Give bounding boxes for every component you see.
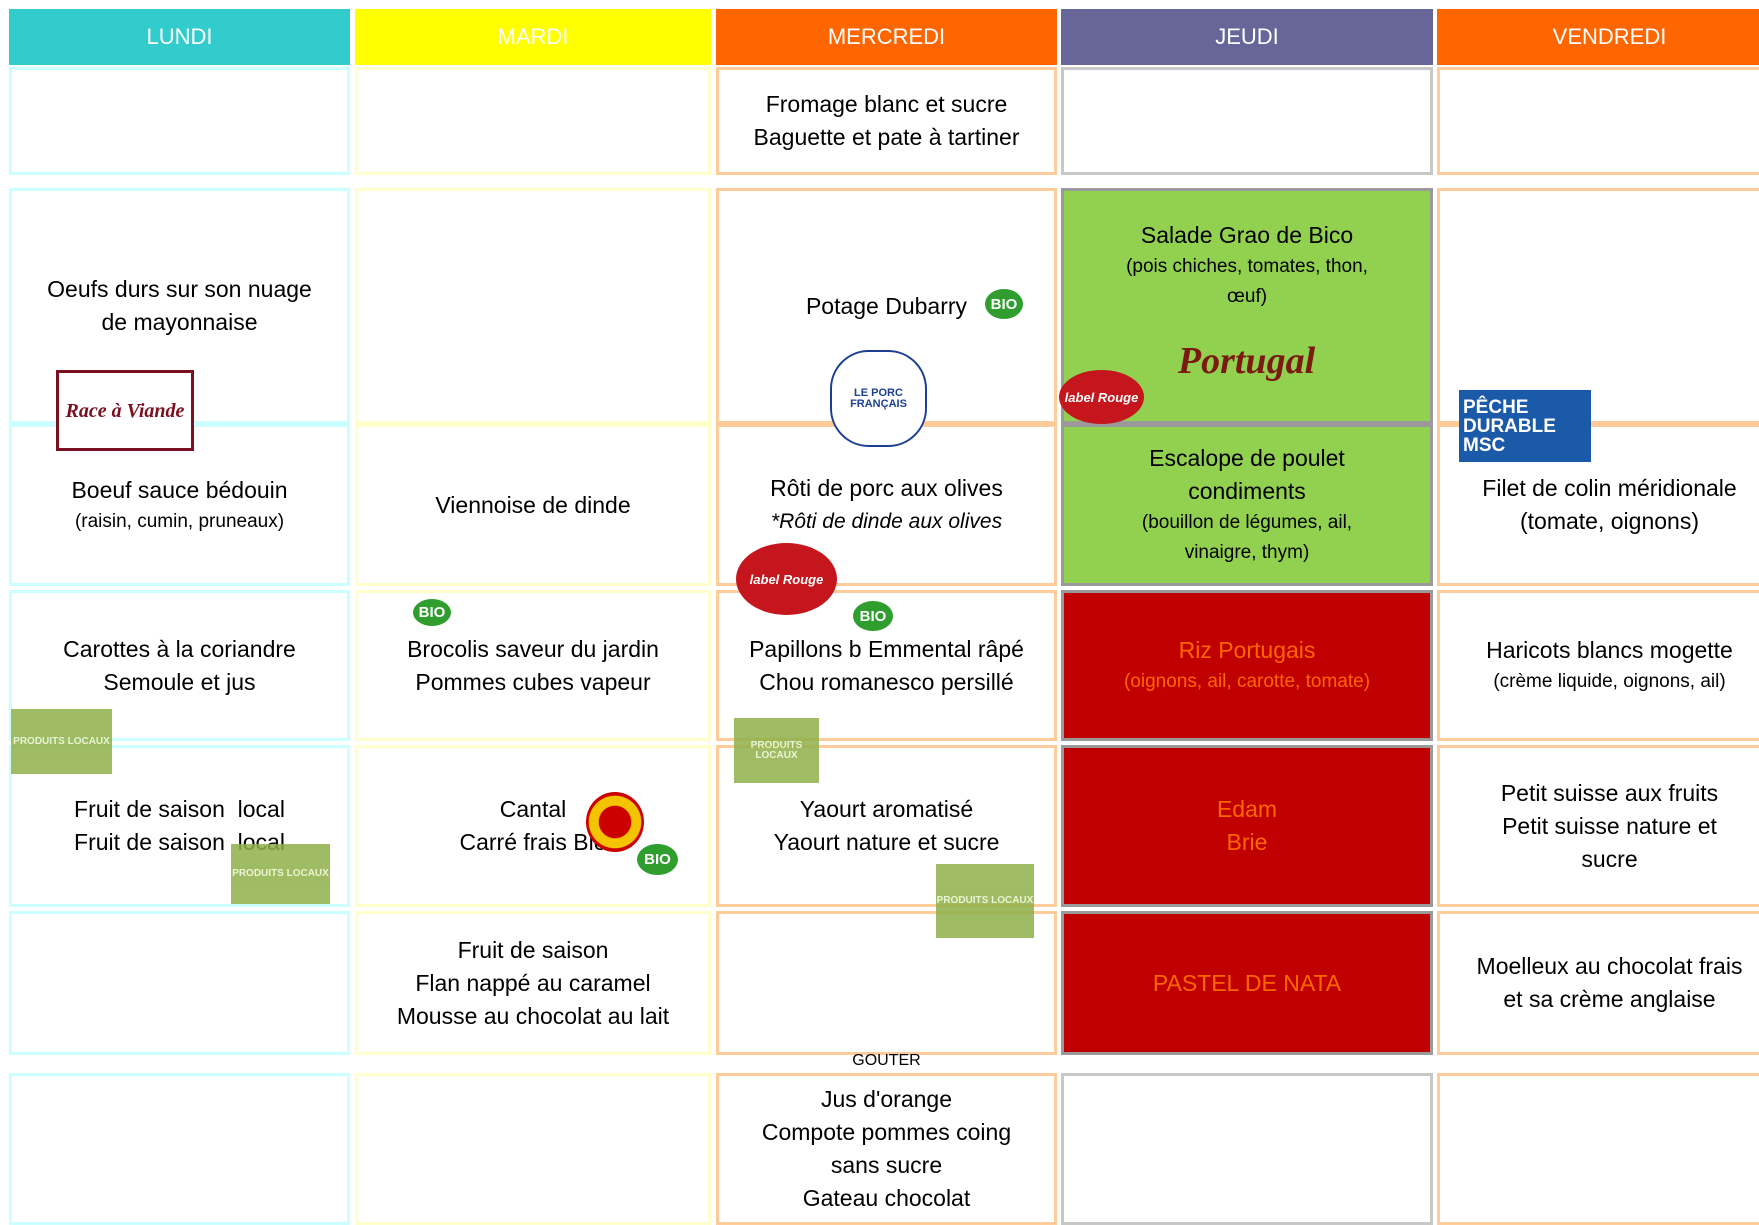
- menu-cell: Cantal Carré frais Bio: [355, 745, 711, 907]
- logo: LE PORC FRANÇAIS: [830, 350, 927, 447]
- menu-line: Filet de colin méridionale: [1482, 475, 1737, 501]
- menu-line: PASTEL DE NATA: [1152, 969, 1342, 996]
- menu-line: Semoule et jus: [103, 668, 256, 695]
- menu-cell: [9, 1073, 350, 1225]
- menu-line: Boeuf sauce bédouin: [71, 476, 288, 503]
- menu-cell: Brocolis saveur du jardin Pommes cubes va…: [355, 590, 711, 741]
- menu-detail: (raisin, cumin, pruneaux): [74, 510, 285, 532]
- menu-line: Fruit de saison local: [74, 829, 285, 855]
- menu-line: sucre: [1581, 845, 1638, 872]
- menu-cell: Moelleux au chocolat frais et sa crème an…: [1437, 911, 1759, 1055]
- menu-line: Brocolis saveur du jardin: [407, 635, 659, 662]
- menu-cell: Fromage blanc et sucre Baguette et pate à…: [716, 67, 1057, 175]
- menu-line: Papillons b Emmental râpé: [749, 635, 1024, 662]
- menu-line: Pommes cubes vapeur: [415, 668, 651, 695]
- menu-line: Fromage blanc et sucre: [765, 91, 1008, 117]
- logo: BIO: [413, 599, 451, 626]
- menu-line: Compote pommes coing: [761, 1119, 1012, 1145]
- menu-detail: *Rôti de dinde aux olives: [770, 510, 1003, 533]
- menu-cell: [1437, 67, 1759, 175]
- logo: PÊCHE DURABLE MSC: [1459, 390, 1591, 462]
- menu-detail: œuf): [1226, 286, 1268, 307]
- menu-line: Rôti de porc aux olives: [770, 475, 1003, 501]
- snack-label: GOUTER: [852, 1052, 921, 1069]
- logo: BIO: [637, 844, 678, 875]
- menu-cell: [9, 911, 350, 1055]
- menu-cell: Edam Brie: [1061, 745, 1433, 907]
- menu-detail: (pois chiches, tomates, thon,: [1126, 256, 1368, 277]
- menu-cell: [1061, 67, 1433, 175]
- logo: PRODUITS LOCAUX: [231, 844, 330, 904]
- menu-line: Potage Dubarry: [805, 292, 968, 319]
- logo: Portugal: [1177, 339, 1316, 382]
- menu-cell: Boeuf sauce bédouin (raisin, cumin, prune…: [9, 424, 350, 586]
- menu-line: Petit suisse nature et: [1502, 812, 1717, 839]
- logo: Race à Viande: [56, 370, 194, 451]
- menu-line: Haricots blancs mogette: [1486, 637, 1733, 663]
- menu-line: Cantal: [499, 796, 567, 822]
- menu-cell: Riz Portugais (oignons, ail, carotte, tom…: [1061, 590, 1433, 741]
- day-header: JEUDI: [1061, 9, 1433, 65]
- menu-cell: [355, 67, 711, 175]
- menu-cell: Jus d'orange Compote pommes coing sans suc…: [716, 1073, 1057, 1225]
- menu-line: Yaourt nature et sucre: [773, 829, 1000, 855]
- menu-detail: (bouillon de légumes, ail,: [1141, 512, 1353, 533]
- menu-detail: (crème liquide, oignons, ail): [1493, 671, 1726, 692]
- menu-line: et sa crème anglaise: [1503, 986, 1716, 1012]
- menu-detail: vinaigre, thym): [1184, 542, 1310, 563]
- menu-line: Petit suisse aux fruits: [1500, 779, 1719, 806]
- menu-line: Escalope de poulet: [1149, 445, 1345, 471]
- menu-line: Carottes à la coriandre: [63, 635, 296, 662]
- menu-line: de mayonnaise: [101, 309, 258, 335]
- menu-line: Chou romanesco persillé: [759, 668, 1014, 695]
- menu-line: Carré frais Bio: [459, 829, 607, 855]
- menu-line: Salade Grao de Bico: [1140, 222, 1354, 248]
- menu-line: Yaourt aromatisé: [799, 796, 974, 822]
- menu-line: Edam: [1216, 796, 1278, 822]
- menu-cell: Escalope de poulet condiments (bouillon de…: [1061, 424, 1433, 586]
- menu-line: Oeufs durs sur son nuage: [47, 276, 312, 302]
- day-header: MARDI: [355, 9, 711, 65]
- menu-line: Brie: [1226, 829, 1268, 855]
- logo: PRODUITS LOCAUX: [936, 864, 1034, 938]
- menu-line: Moelleux au chocolat frais: [1476, 953, 1743, 979]
- menu-line: Riz Portugais: [1178, 637, 1316, 663]
- menu-line: Gateau chocolat: [802, 1185, 971, 1211]
- aop-seal: [586, 792, 644, 852]
- menu-detail: (oignons, ail, carotte, tomate): [1123, 671, 1371, 692]
- logo: label Rouge: [1059, 370, 1144, 424]
- menu-cell: PASTEL DE NATA: [1061, 911, 1433, 1055]
- menu-line: condiments: [1188, 478, 1306, 504]
- menu-line: Fruit de saison local: [74, 796, 285, 822]
- menu-line: Jus d'orange: [821, 1086, 952, 1112]
- logo: label Rouge: [736, 543, 837, 615]
- menu-cell: Petit suisse aux fruits Petit suisse natu…: [1437, 745, 1759, 907]
- menu-line: Fruit de saison: [457, 936, 609, 963]
- logo: PRODUITS LOCAUX: [11, 709, 112, 774]
- menu-line: sans sucre: [830, 1152, 943, 1178]
- menu-cell: [355, 188, 711, 424]
- menu-line: Flan nappé au caramel: [415, 969, 651, 996]
- menu-cell: Fruit de saison Flan nappé au caramel Mous…: [355, 911, 711, 1055]
- menu-line: Mousse au chocolat au lait: [396, 1002, 670, 1029]
- menu-cell: [1061, 1073, 1433, 1225]
- day-header: LUNDI: [9, 9, 350, 65]
- menu-line: Viennoise de dinde: [435, 491, 631, 518]
- logo: BIO: [853, 601, 893, 631]
- logo: PRODUITS LOCAUX: [734, 718, 819, 783]
- menu-cell: [355, 1073, 711, 1225]
- menu-cell: Haricots blancs mogette (crème liquide, o…: [1437, 590, 1759, 741]
- logo: BIO: [985, 289, 1023, 319]
- day-header: VENDREDI: [1437, 9, 1759, 65]
- menu-cell: [9, 67, 350, 175]
- day-header: MERCREDI: [716, 9, 1057, 65]
- menu-line: Baguette et pate à tartiner: [753, 124, 1020, 150]
- menu-cell: [1437, 1073, 1759, 1225]
- menu-cell: [1437, 188, 1759, 424]
- menu-cell: Viennoise de dinde: [355, 424, 711, 586]
- menu-line: (tomate, oignons): [1520, 508, 1699, 534]
